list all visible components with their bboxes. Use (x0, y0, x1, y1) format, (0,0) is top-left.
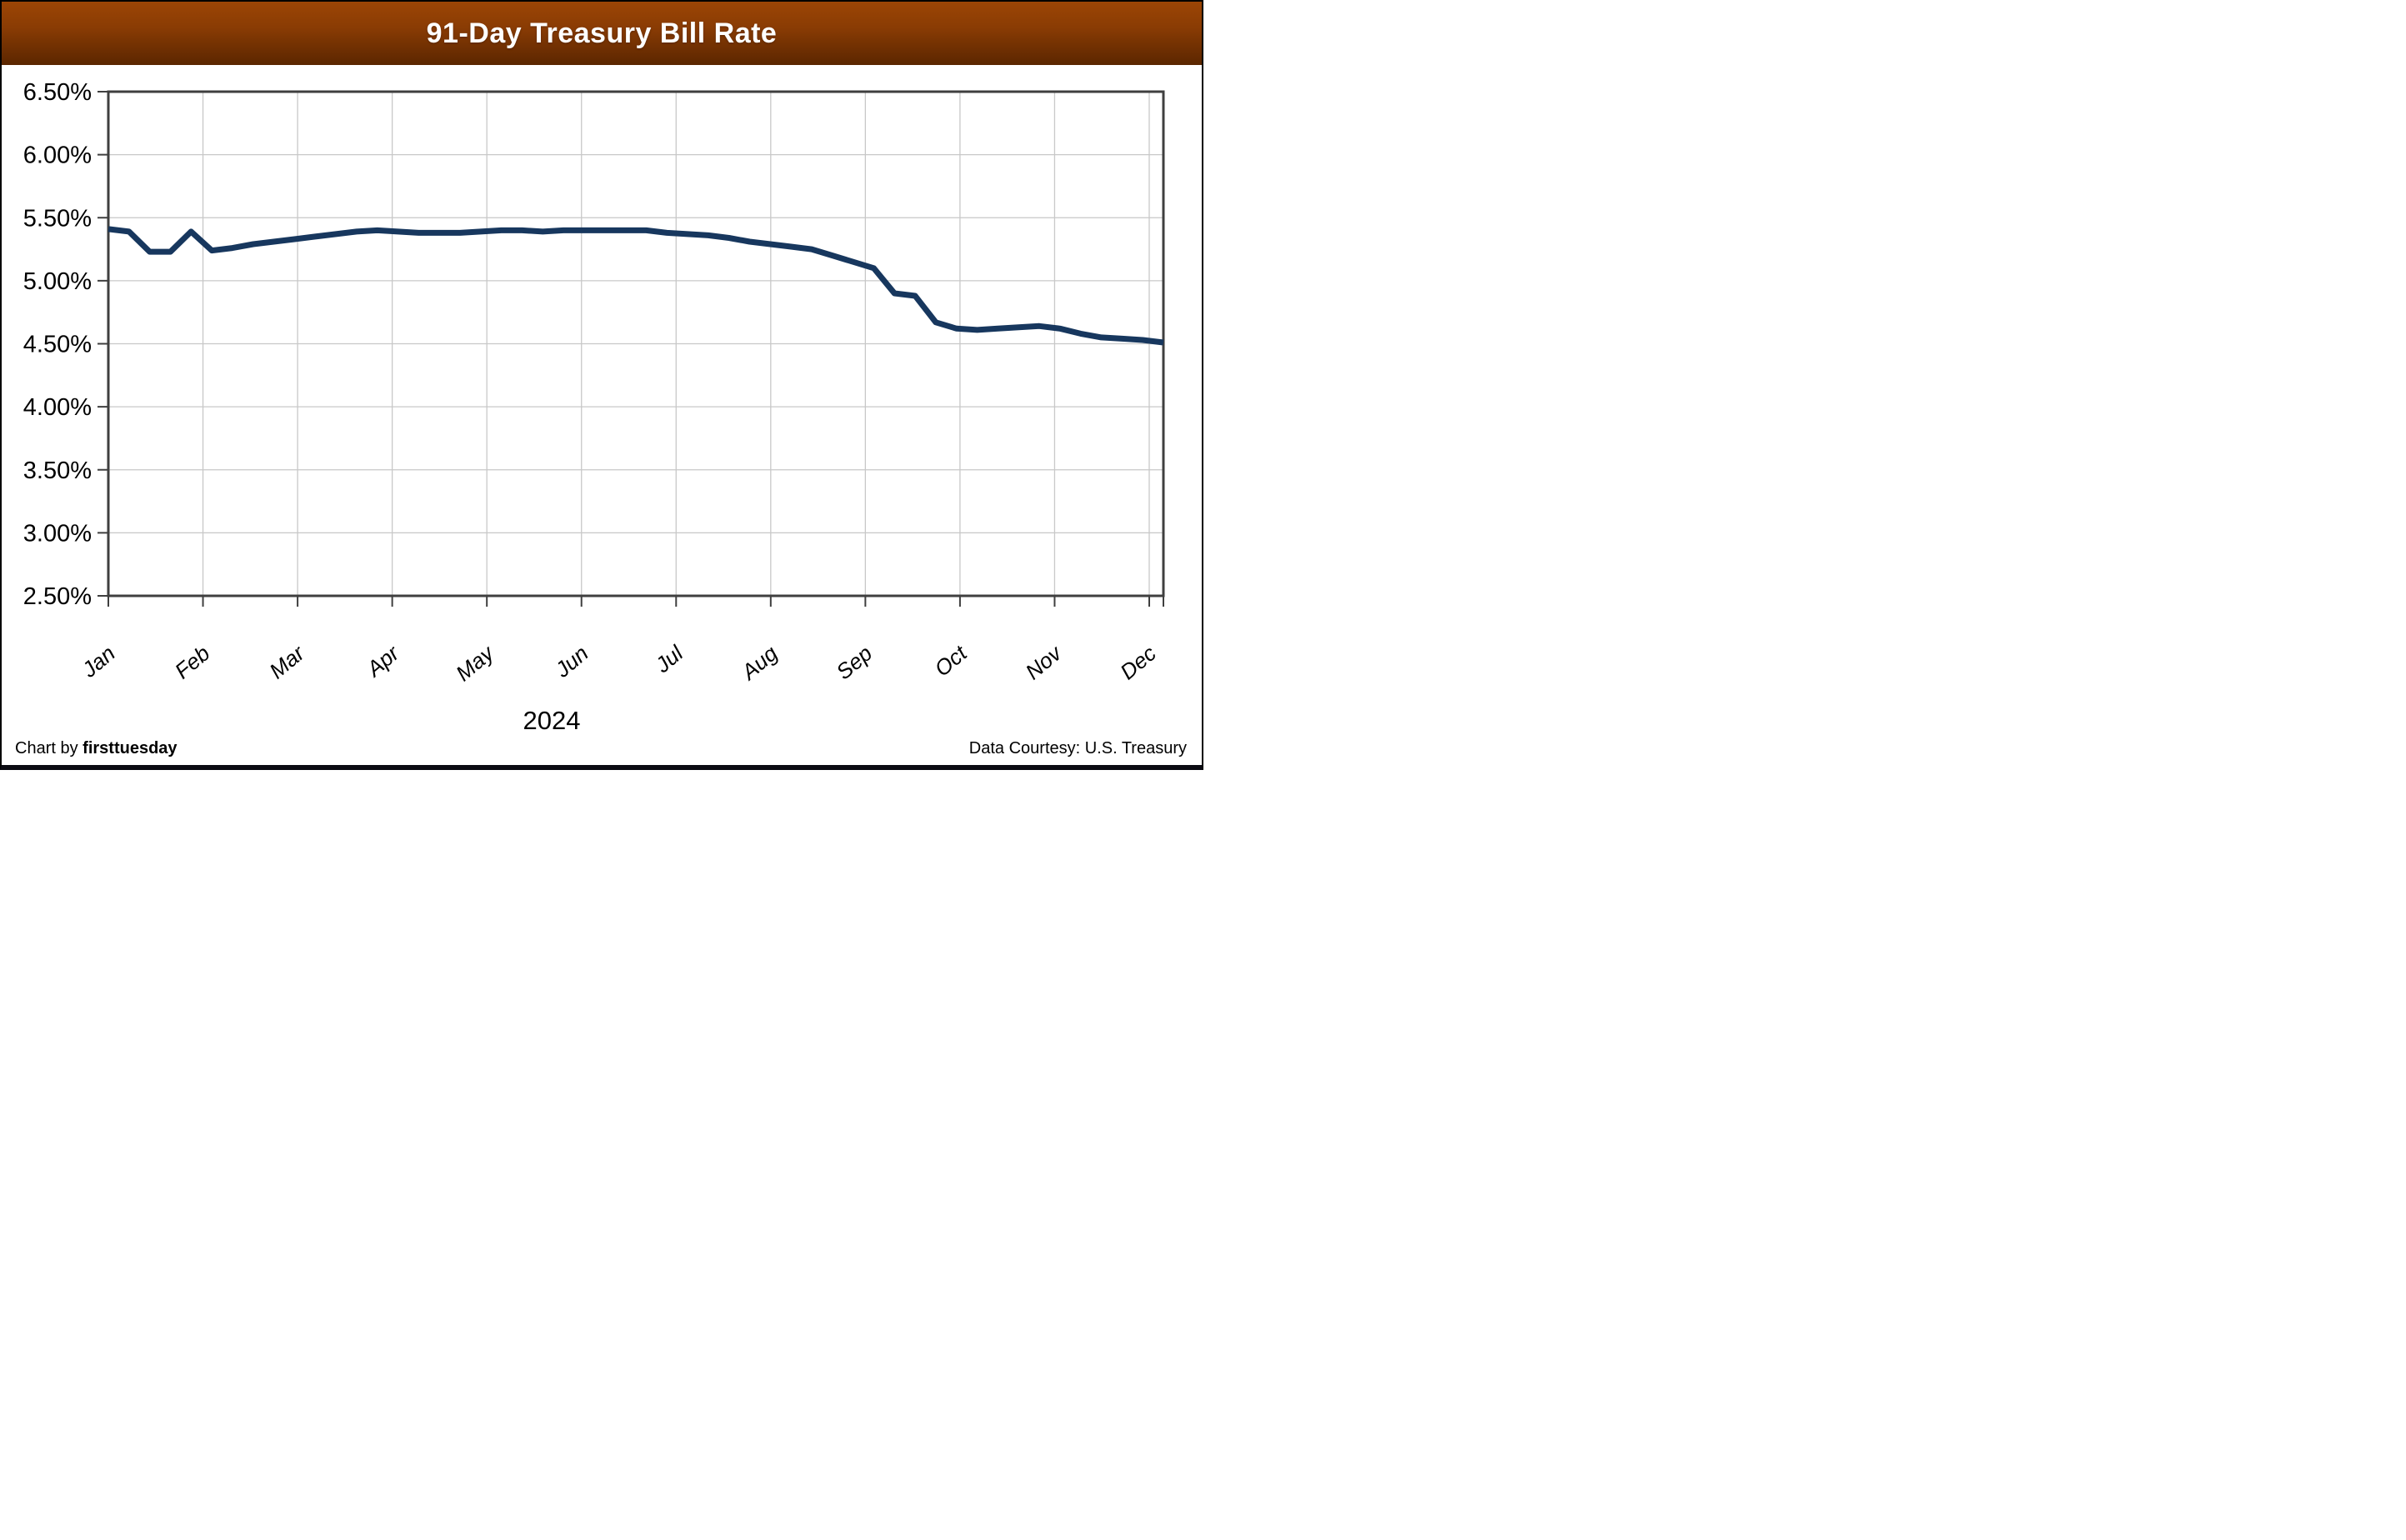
y-tick-label: 6.00% (23, 142, 92, 169)
x-axis-year-label: 2024 (523, 706, 581, 735)
x-tick-label: Apr (361, 640, 405, 682)
x-tick-label: Feb (170, 641, 215, 684)
chart-credit: Chart by firsttuesday (15, 739, 178, 758)
rate-line (108, 226, 1164, 346)
x-tick-label: Aug (735, 640, 783, 685)
plot-area: 6.50% 6.00% 5.50% 5.00% 4.50% 4.00% 3.50% 3.00%… (23, 79, 1165, 686)
x-tick-label: Nov (1021, 639, 1068, 684)
data-courtesy: Data Courtesy: U.S. Treasury (968, 739, 1187, 758)
y-tick-label: 5.00% (23, 268, 92, 295)
y-tick-label: 6.50% (23, 79, 92, 106)
y-tick-label: 3.50% (23, 458, 92, 484)
chart-credit-prefix: Chart by (15, 739, 83, 758)
y-tick-label: 4.00% (23, 394, 92, 421)
y-tick-label: 3.00% (23, 520, 92, 547)
x-tick-label: May (451, 639, 499, 686)
y-tick-label: 2.50% (23, 583, 92, 610)
x-tick-label: Oct (929, 639, 973, 681)
chart-figure: 91-Day Treasury Bill Rate 6.50% 6.00% 5.50… (0, 0, 1203, 770)
chart-title: 91-Day Treasury Bill Rate (426, 17, 778, 49)
x-tick-label: Jan (77, 641, 120, 683)
x-tick-label: Dec (1115, 641, 1161, 685)
title-banner: 91-Day Treasury Bill Rate (2, 2, 1202, 65)
plot-border (107, 90, 1165, 598)
x-tick-label: Jun (549, 641, 593, 683)
x-tick-label: Sep (831, 641, 877, 685)
x-tick-label: Mar (264, 640, 310, 684)
y-tick-label: 4.50% (23, 332, 92, 358)
chart-credit-brand: firsttuesday (83, 739, 178, 758)
x-tick-label: Jul (650, 640, 688, 678)
y-tick-label: 5.50% (23, 205, 92, 232)
